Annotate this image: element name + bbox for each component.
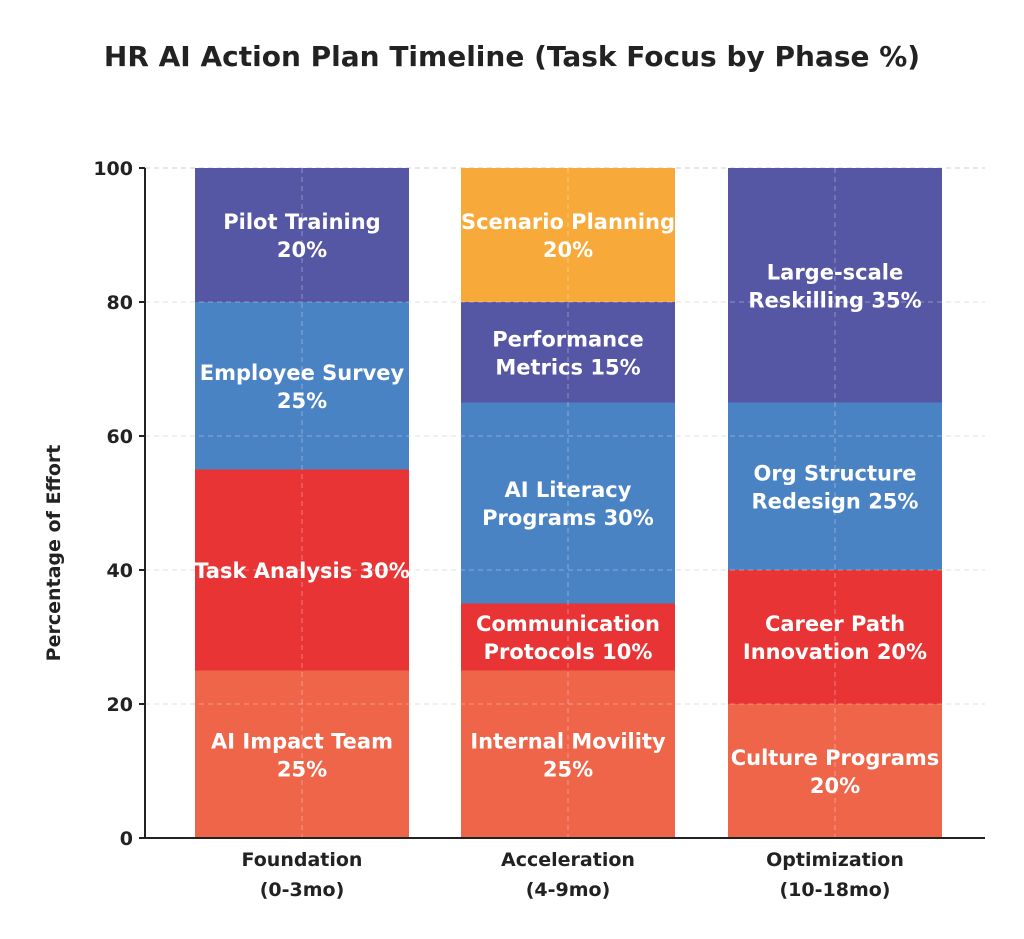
bar-segment-label: Career Path Innovation 20% (743, 612, 927, 664)
bar-segment (195, 168, 409, 302)
bar-segment (728, 704, 942, 838)
bar-segment-label: Communication Protocols 10% (476, 612, 660, 664)
chart-title: HR AI Action Plan Timeline (Task Focus b… (103, 40, 921, 73)
x-tick-label: Optimization (10-18mo) (766, 849, 904, 901)
x-tick-label: Acceleration (4-9mo) (501, 849, 635, 901)
bar-segment (728, 168, 942, 403)
bar-segment-label: Org Structure Redesign 25% (752, 461, 919, 513)
bar-segment-label: Internal Movility 25% (470, 729, 666, 781)
y-axis-label: Percentage of Effort (43, 445, 65, 662)
bar-segment (728, 402, 942, 570)
bar-segment-label: AI Impact Team 25% (211, 729, 393, 781)
bar-segment-label: Performance Metrics 15% (492, 327, 644, 379)
y-tick-label: 40 (107, 560, 133, 582)
bar-segment (461, 670, 675, 838)
y-tick-label: 100 (93, 158, 133, 180)
y-tick-label: 20 (107, 694, 133, 716)
bar-segment (461, 603, 675, 671)
bar-segment-label: AI Literacy Programs 30% (482, 478, 654, 530)
bar-segment-label: Employee Survey 25% (200, 361, 405, 413)
bar-segment (728, 570, 942, 704)
bar-segment (195, 302, 409, 470)
bar-segment (461, 402, 675, 604)
bar-segment-label: Pilot Training 20% (223, 210, 380, 262)
x-tick-label: Foundation (0-3mo) (242, 849, 363, 901)
bar-segment (195, 670, 409, 838)
bar-segment-label: Task Analysis 30% (194, 559, 410, 583)
bar-segment (461, 168, 675, 302)
y-tick-label: 0 (120, 828, 133, 850)
y-tick-label: 60 (107, 426, 133, 448)
bar-segment (461, 302, 675, 403)
y-tick-label: 80 (107, 292, 133, 314)
bar-segment-label: Culture Programs 20% (731, 746, 940, 798)
bar-segment-label: Scenario Planning 20% (461, 210, 675, 262)
bar-segment-label: Large-scale Reskilling 35% (748, 260, 921, 312)
bar-segment (195, 469, 409, 671)
